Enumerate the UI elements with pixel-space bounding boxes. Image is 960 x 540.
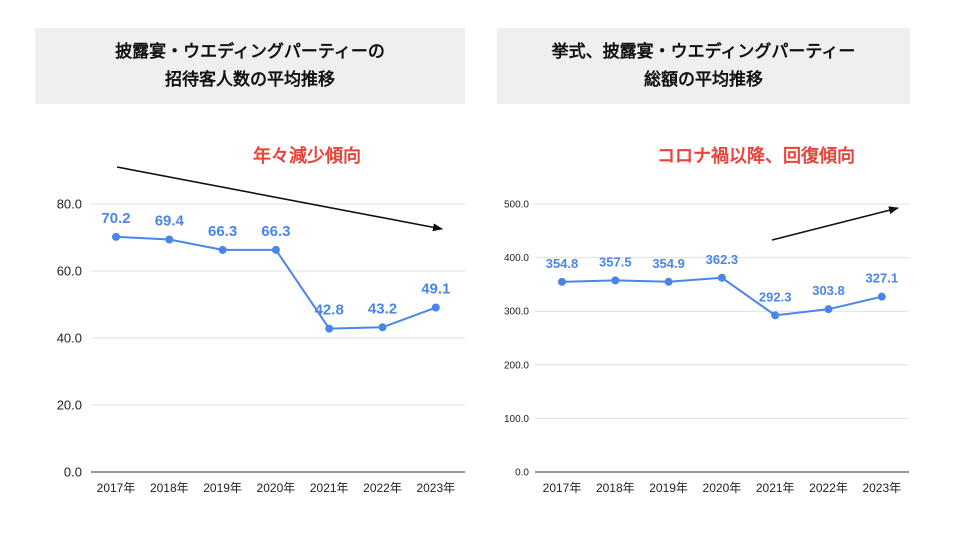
- left-data-label: 69.4: [155, 213, 185, 230]
- left-y-tick-label: 80.0: [57, 197, 82, 212]
- left-data-label: 42.8: [315, 302, 344, 319]
- left-data-point: [325, 324, 334, 333]
- right-data-label: 362.3: [706, 252, 739, 267]
- left-x-tick-label: 2020年: [257, 481, 296, 495]
- right-x-tick-label: 2018年: [596, 481, 635, 495]
- right-chart-annotation: コロナ禍以降、回復傾向: [657, 146, 855, 167]
- left-data-label: 49.1: [421, 281, 450, 298]
- left-x-tick-label: 2021年: [310, 481, 349, 495]
- left-y-tick-label: 20.0: [57, 398, 82, 413]
- left-x-tick-label: 2022年: [363, 481, 402, 495]
- right-x-tick-label: 2017年: [543, 481, 582, 495]
- right-x-tick-label: 2020年: [703, 481, 742, 495]
- right-data-point: [877, 292, 886, 301]
- left-chart-title-line-1: 披露宴・ウエディングパーティーの: [115, 42, 385, 62]
- left-chart-annotation: 年々減少傾向: [253, 146, 361, 167]
- right-x-tick-label: 2023年: [862, 481, 901, 495]
- left-x-tick-label: 2018年: [150, 481, 189, 495]
- left-y-tick-label: 0.0: [64, 465, 82, 480]
- left-x-tick-label: 2017年: [97, 481, 136, 495]
- left-data-point: [431, 303, 440, 312]
- left-chart-title-line-2: 招待客人数の平均推移: [165, 70, 335, 90]
- left-chart-title: 披露宴・ウエディングパーティーの 招待客人数の平均推移: [35, 28, 465, 104]
- left-data-point: [112, 232, 120, 241]
- left-data-label: 66.3: [261, 223, 290, 240]
- right-data-label: 292.3: [759, 289, 792, 304]
- right-y-tick-label: 0.0: [515, 468, 529, 479]
- right-x-tick-label: 2019年: [649, 481, 688, 495]
- right-data-label: 327.1: [866, 271, 899, 286]
- right-y-tick-label: 500.0: [504, 200, 529, 211]
- left-data-point: [378, 323, 387, 332]
- right-data-point: [717, 273, 726, 282]
- left-trend-arrow: [116, 166, 443, 232]
- right-chart: 0.0 100.0 200.0 300.0 400.0 500.0 2017年 2018年 20…: [504, 200, 909, 495]
- left-x-tick-label: 2019年: [203, 481, 242, 495]
- right-y-tick-label: 400.0: [504, 253, 529, 264]
- right-data-label: 354.8: [546, 256, 579, 271]
- right-chart-title-line-1: 挙式、披露宴・ウエディングパーティー: [551, 42, 856, 62]
- right-y-tick-label: 100.0: [504, 414, 529, 425]
- right-data-label: 357.5: [599, 254, 632, 269]
- right-data-point: [558, 277, 566, 286]
- left-y-tick-label: 40.0: [57, 331, 82, 346]
- left-y-tick-label: 60.0: [57, 264, 82, 279]
- right-data-point: [664, 277, 673, 286]
- left-data-point: [165, 235, 174, 244]
- right-x-tick-label: 2022年: [809, 481, 848, 495]
- left-data-label: 70.2: [101, 210, 130, 227]
- right-y-tick-label: 200.0: [504, 360, 529, 371]
- right-data-point: [771, 311, 780, 320]
- right-data-label: 303.8: [812, 283, 845, 298]
- left-x-tick-label: 2023年: [416, 481, 455, 495]
- left-data-label: 66.3: [208, 223, 237, 240]
- left-chart: 0.0 20.0 40.0 60.0 80.0 2017年 2018年 2019年 2020年 2…: [57, 166, 465, 495]
- right-chart-title: 挙式、披露宴・ウエディングパーティー 総額の平均推移: [497, 28, 910, 104]
- left-data-label: 43.2: [368, 300, 397, 317]
- right-y-tick-label: 300.0: [504, 307, 529, 318]
- right-data-point: [824, 305, 833, 314]
- right-x-tick-label: 2021年: [756, 481, 795, 495]
- right-chart-title-line-2: 総額の平均推移: [644, 70, 763, 90]
- left-data-point: [218, 245, 227, 254]
- right-trend-arrow: [771, 206, 899, 241]
- right-data-label: 354.9: [652, 256, 685, 271]
- left-data-point: [271, 245, 280, 254]
- right-data-point: [611, 276, 620, 285]
